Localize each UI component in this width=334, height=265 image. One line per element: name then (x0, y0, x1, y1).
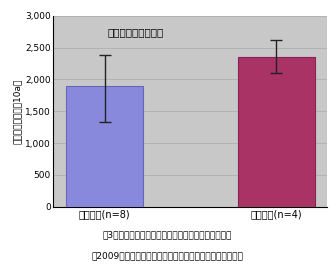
Text: （2009年における同一地域の　１０００株以上の生産者）: （2009年における同一地域の １０００株以上の生産者） (91, 252, 243, 261)
Bar (237, 57, 315, 207)
Text: 図3　慣行栄培と拍動自動灌水導入農家の平均販売額: 図3 慣行栄培と拍動自動灌水導入農家の平均販売額 (102, 231, 232, 240)
Y-axis label: 販売金額（千円／10a）: 販売金額（千円／10a） (13, 79, 22, 144)
Text: バーは最大と最小値: バーは最大と最小値 (108, 27, 164, 37)
Bar (66, 86, 143, 207)
